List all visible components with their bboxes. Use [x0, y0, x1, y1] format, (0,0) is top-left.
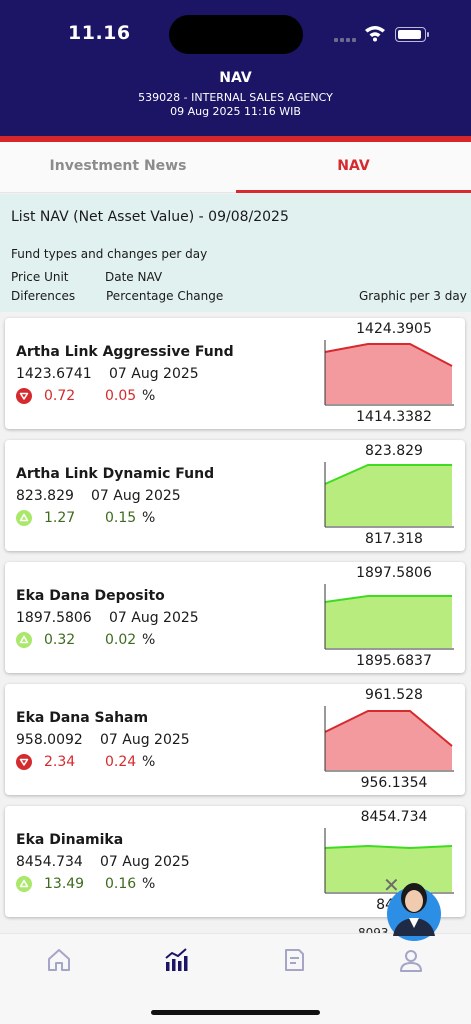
increase-icon — [16, 632, 32, 648]
header-datetime: 09 Aug 2025 11:16 WIB — [170, 105, 301, 118]
home-icon[interactable] — [46, 947, 72, 973]
fund-difference: 13.49 — [44, 876, 85, 892]
wifi-icon — [365, 26, 385, 42]
bottom-navigation — [0, 933, 471, 1024]
increase-icon — [16, 876, 32, 892]
fund-card[interactable]: Eka Dana Saham 958.0092 07 Aug 2025 2.34… — [5, 684, 465, 795]
agency-label: 539028 - INTERNAL SALES AGENCY — [138, 91, 333, 104]
tab-nav[interactable]: NAV — [236, 142, 471, 193]
col-graphic: Graphic per 3 day — [359, 289, 467, 303]
fund-date: 07 Aug 2025 — [91, 488, 181, 504]
chart-low-value: 817.318 — [365, 531, 423, 547]
percent-symbol: % — [142, 876, 156, 892]
fund-date: 07 Aug 2025 — [100, 854, 190, 870]
fund-name: Artha Link Dynamic Fund — [16, 466, 215, 482]
col-differences: Diferences — [11, 289, 76, 303]
tab-bar: Investment News NAV — [0, 142, 471, 193]
chart-icon[interactable] — [163, 947, 189, 973]
chart-high-value: 961.528 — [365, 687, 423, 703]
chart-low-value: 956.1354 — [360, 775, 428, 791]
fund-difference: 1.27 — [44, 510, 76, 526]
chart-high-value: 1424.3905 — [356, 321, 432, 337]
profile-icon[interactable] — [398, 947, 424, 973]
app-header: 11.16 NAV 539028 - INTERNAL SALES AGENCY… — [0, 0, 471, 136]
page-title: NAV — [219, 70, 252, 86]
fund-name: Eka Dana Saham — [16, 710, 149, 726]
chart-low-value: 1414.3382 — [356, 409, 432, 425]
battery-icon — [395, 27, 429, 42]
fund-price: 823.829 — [16, 488, 74, 504]
cellular-signal-icon — [334, 37, 358, 43]
fund-percentage: 0.16 — [105, 876, 137, 892]
increase-icon — [16, 510, 32, 526]
fund-price: 1897.5806 — [16, 610, 92, 626]
tab-investment-news[interactable]: Investment News — [49, 158, 187, 174]
col-percentage-change: Percentage Change — [106, 289, 224, 303]
fund-date: 07 Aug 2025 — [109, 610, 199, 626]
decrease-icon — [16, 754, 32, 770]
fund-card[interactable]: Artha Link Aggressive Fund 1423.6741 07 … — [5, 318, 465, 429]
percent-symbol: % — [142, 754, 156, 770]
header-divider — [0, 136, 471, 142]
nav-info-panel: List NAV (Net Asset Value) - 09/08/2025 … — [0, 194, 471, 312]
nav-trend-chart — [324, 584, 454, 650]
assistant-avatar[interactable] — [384, 876, 444, 942]
fund-date: 07 Aug 2025 — [109, 366, 199, 382]
fund-price: 1423.6741 — [16, 366, 92, 382]
info-subtitle: Fund types and changes per day — [11, 247, 208, 261]
col-price-unit: Price Unit — [11, 270, 69, 284]
fund-card[interactable]: Artha Link Dynamic Fund 823.829 07 Aug 2… — [5, 440, 465, 551]
nav-trend-chart — [324, 462, 454, 528]
fund-name: Eka Dana Deposito — [16, 588, 165, 604]
percent-symbol: % — [142, 388, 156, 404]
percent-symbol: % — [142, 510, 156, 526]
decrease-icon — [16, 388, 32, 404]
chart-high-value: 1897.5806 — [356, 565, 432, 581]
home-indicator — [151, 1010, 320, 1015]
fund-name: Artha Link Aggressive Fund — [16, 344, 234, 360]
nav-trend-chart — [324, 828, 454, 894]
chart-high-value: 8454.734 — [360, 809, 428, 825]
fund-difference: 0.32 — [44, 632, 76, 648]
fund-difference: 0.72 — [44, 388, 76, 404]
fund-card[interactable]: Eka Dana Deposito 1897.5806 07 Aug 2025 … — [5, 562, 465, 673]
fund-name: Eka Dinamika — [16, 832, 124, 848]
nav-trend-chart — [324, 706, 454, 772]
status-time: 11.16 — [68, 22, 131, 44]
document-icon[interactable] — [281, 947, 307, 973]
fund-percentage: 0.24 — [105, 754, 137, 770]
chart-high-value: 823.829 — [365, 443, 423, 459]
chart-low-value: 1895.6837 — [356, 653, 432, 669]
fund-percentage: 0.15 — [105, 510, 137, 526]
percent-symbol: % — [142, 632, 156, 648]
fund-date: 07 Aug 2025 — [100, 732, 190, 748]
dynamic-island — [169, 15, 303, 54]
nav-trend-chart — [324, 340, 454, 406]
fund-difference: 2.34 — [44, 754, 76, 770]
fund-price: 8454.734 — [16, 854, 83, 870]
fund-card[interactable]: Eka Dinamika 8454.734 07 Aug 2025 13.49 … — [5, 806, 465, 917]
close-assistant-icon[interactable]: ✕ — [383, 873, 400, 897]
nav-list-title: List NAV (Net Asset Value) - 09/08/2025 — [11, 209, 289, 225]
col-date-nav: Date NAV — [105, 270, 163, 284]
fund-percentage: 0.02 — [105, 632, 137, 648]
fund-price: 958.0092 — [16, 732, 83, 748]
fund-percentage: 0.05 — [105, 388, 137, 404]
